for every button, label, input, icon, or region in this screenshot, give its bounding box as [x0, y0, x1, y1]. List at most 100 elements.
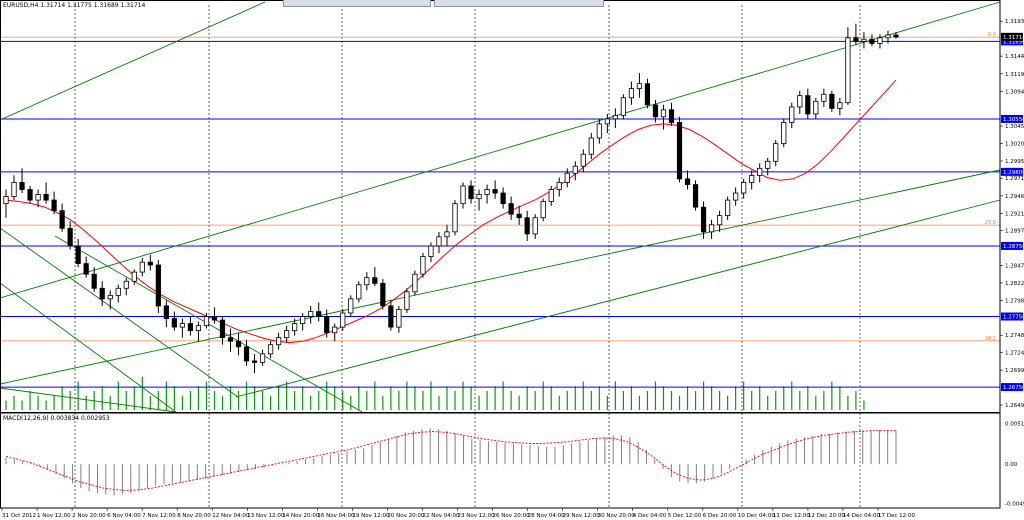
candle-down: [211, 316, 218, 321]
channel-line-4: [0, 227, 239, 398]
candle-up: [708, 224, 715, 233]
candle-up: [765, 160, 771, 169]
time-tick-label: 30 Nov 20:00: [598, 513, 636, 519]
time-tick-label: 7 Nov 12:00: [142, 513, 176, 519]
candle-up: [139, 261, 145, 273]
time-tick-label: 5 Dec 12:00: [668, 513, 702, 519]
channel-line-2: [0, 169, 1001, 385]
time-tick-label: 14 Nov 20:00: [282, 513, 320, 519]
candlesticks: [3, 23, 899, 373]
candle-up: [877, 37, 883, 44]
candle-up: [131, 271, 137, 282]
candle-up: [757, 167, 763, 176]
candle-up: [612, 115, 618, 120]
candle-down: [83, 263, 89, 275]
candle-up: [484, 189, 490, 195]
time-axis: 31 Oct 2012 1 Nov 12:00 2 Nov 20:00 6 Nov 0…: [1, 508, 915, 519]
candle-up: [3, 196, 9, 205]
time-tick-label: 19 Nov 12:00: [352, 513, 390, 519]
candle-down: [251, 360, 258, 363]
candle-up: [845, 37, 851, 104]
candle-down: [43, 194, 49, 201]
level-price-tag: [1001, 167, 1023, 176]
price-tick-label: 1.29955: [1005, 159, 1024, 165]
candle-up: [412, 273, 418, 293]
window-tab-left[interactable]: [283, 0, 431, 7]
candle-down: [516, 213, 522, 219]
candle-up: [436, 236, 442, 247]
macd-tick-label: -0.004915: [1005, 501, 1024, 507]
price-tick-label: 1.26990: [1005, 368, 1024, 374]
candle-up: [203, 316, 210, 327]
candle-down: [700, 206, 707, 233]
candle-down: [492, 189, 498, 194]
price-tick-label: 1.27485: [1005, 333, 1024, 339]
price-tick-label: 1.27980: [1005, 298, 1024, 304]
candle-up: [580, 153, 586, 167]
candle-down: [853, 37, 859, 42]
candle-up: [596, 123, 602, 139]
candle-up: [428, 245, 434, 257]
price-tick-label: 1.29210: [1005, 211, 1024, 217]
candle-up: [267, 344, 274, 355]
candle-up: [572, 165, 578, 174]
candle-up: [548, 189, 554, 202]
macd-pane-border: [0, 412, 1001, 509]
price-tick-label: 1.30940: [1005, 89, 1024, 95]
macd-signal-line: [5, 430, 896, 491]
candle-down: [27, 189, 33, 201]
candle-down: [652, 104, 659, 118]
time-tick-label: 28 Nov 04:00: [528, 513, 566, 519]
candle-down: [67, 227, 73, 247]
candle-down: [869, 38, 875, 44]
fib-level-label: 0.0: [988, 32, 996, 38]
price-tick-label: 1.31190: [1005, 72, 1024, 78]
candle-up: [292, 323, 298, 332]
candle-down: [91, 273, 97, 289]
window-tab-right[interactable]: [434, 0, 604, 7]
price-tick-label: 1.29460: [1005, 194, 1024, 200]
candle-down: [99, 287, 105, 300]
candle-down: [316, 311, 322, 317]
time-tick-label: 1 Nov 12:00: [37, 513, 71, 519]
level-price-tag: [1001, 37, 1023, 46]
candle-down: [227, 337, 234, 342]
candle-down: [676, 122, 683, 180]
candle-up: [452, 203, 458, 233]
time-tick-label: 6 Dec 20:00: [703, 513, 737, 519]
candle-down: [163, 305, 169, 320]
level-price-tag: [1001, 312, 1023, 321]
candle-up: [396, 309, 402, 328]
macd-header: MACD(12,26,9) 0.003834 0.002953: [3, 415, 110, 422]
price-axis: 1.31935 1.31440 1.31190 1.30940 1.30450 1.302…: [1000, 19, 1024, 507]
candle-down: [19, 182, 25, 190]
candle-down: [829, 93, 835, 109]
candle-up: [115, 287, 121, 296]
candle-up: [276, 337, 282, 346]
candle-down: [51, 199, 57, 212]
level-price-tag: [1001, 383, 1023, 392]
candle-up: [564, 172, 570, 183]
candle-up: [588, 137, 594, 155]
candle-up: [636, 83, 643, 90]
candle-up: [716, 215, 723, 226]
candle-up: [813, 100, 819, 115]
candle-up: [861, 38, 867, 42]
price-tick-label: 1.30200: [1005, 142, 1024, 148]
candle-up: [195, 325, 202, 332]
candle-up: [356, 284, 362, 300]
candle-up: [821, 93, 827, 102]
candle-up: [733, 192, 739, 201]
candle-down: [388, 305, 394, 328]
price-tick-label: 1.31935: [1005, 19, 1024, 25]
time-tick-label: 4 Dec 04:00: [633, 513, 667, 519]
time-tick-label: 17 Dec 12:00: [878, 513, 915, 519]
price-tick-label: 1.28970: [1005, 228, 1024, 234]
volume-histogram: [5, 376, 865, 410]
level-price-label: 1.27750: [1003, 315, 1024, 321]
channel-line-5: [0, 282, 177, 413]
time-tick-label: 22 Nov 04:00: [422, 513, 460, 519]
level-price-label: 1.26750: [1003, 385, 1024, 391]
candle-up: [179, 323, 186, 328]
candle-up: [797, 95, 803, 108]
